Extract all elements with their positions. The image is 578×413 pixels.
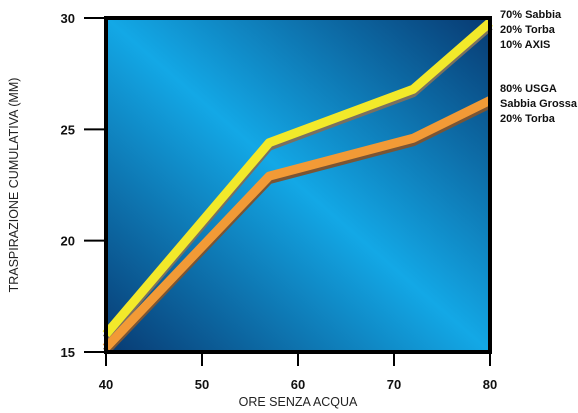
legend-entry-1: 70% Sabbia (500, 9, 562, 21)
legend-entry-2: 80% USGA (500, 83, 557, 95)
x-tick-label: 80 (483, 377, 497, 392)
y-axis-label: TRASPIRAZIONE CUMULATIVA (MM) (7, 78, 21, 293)
x-tick-label: 70 (387, 377, 401, 392)
x-axis-label: ORE SENZA ACQUA (239, 395, 358, 409)
legend-entry-2: Sabbia Grossa (500, 98, 578, 110)
x-tick-label: 60 (291, 377, 305, 392)
legend-entry-2: 20% Torba (500, 113, 556, 125)
legend-entry-1: 20% Torba (500, 24, 556, 36)
series-line-1 (102, 19, 493, 338)
tick-layer: 15 20 25 30 40 50 60 70 80 (61, 11, 498, 392)
y-tick-label: 20 (61, 234, 75, 249)
series-line-2 (102, 96, 492, 351)
series-layer (102, 19, 493, 355)
y-tick-label: 15 (61, 345, 75, 360)
x-tick-label: 50 (195, 377, 209, 392)
x-tick-label: 40 (99, 377, 113, 392)
y-tick-label: 25 (61, 122, 75, 137)
legend-entry-1: 10% AXIS (500, 39, 550, 51)
y-tick-label: 30 (61, 11, 75, 26)
legend-layer: 70% Sabbia 20% Torba 10% AXIS 80% USGA Sabbi… (500, 9, 578, 125)
